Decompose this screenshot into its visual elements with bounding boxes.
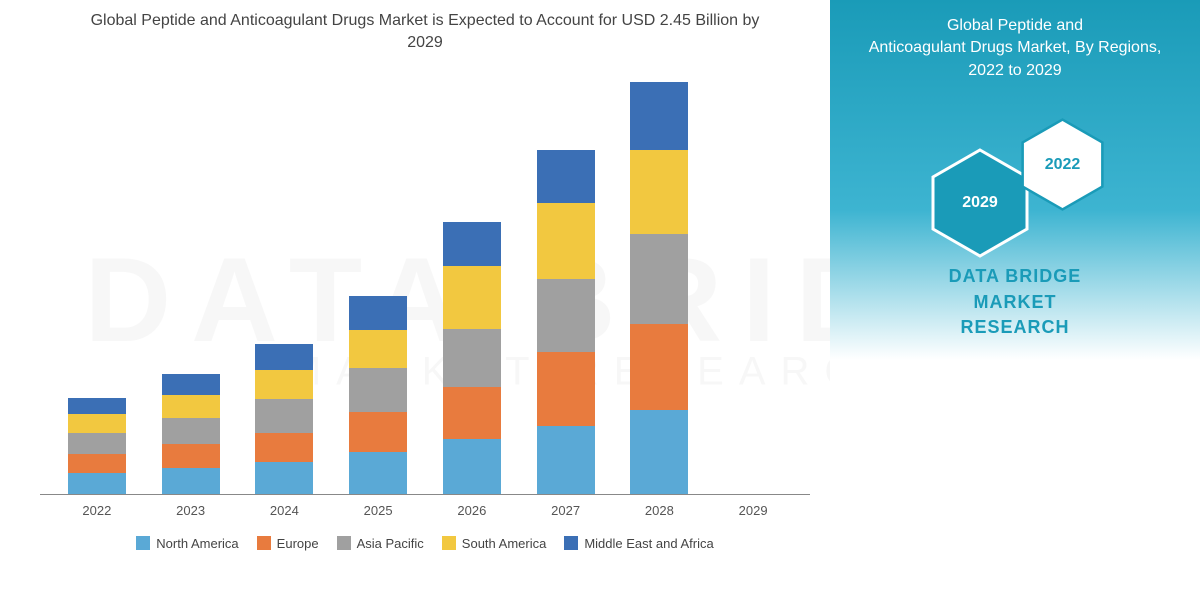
legend-label: South America	[462, 536, 547, 551]
bar-segment	[630, 234, 688, 323]
legend-swatch	[257, 536, 271, 550]
bar-segment	[162, 444, 220, 467]
legend-swatch	[564, 536, 578, 550]
stacked-bar	[162, 374, 220, 494]
x-axis-label: 2022	[57, 503, 137, 518]
bar-segment	[255, 344, 313, 370]
bar-group	[432, 222, 512, 494]
stacked-bar	[443, 222, 501, 494]
stacked-bar	[537, 150, 595, 493]
bar-segment	[349, 296, 407, 330]
bar-segment	[443, 387, 501, 440]
bar-segment	[68, 473, 126, 494]
hex-2022-label: 2022	[1045, 156, 1081, 174]
bar-segment	[537, 150, 595, 203]
brand-line1: DATA BRIDGE	[949, 266, 1082, 286]
bar-segment	[68, 454, 126, 473]
x-axis-labels: 2022 2023 2024 2025 2026 2027 2028 2029	[40, 495, 810, 518]
stacked-bar	[68, 398, 126, 494]
bar-segment	[162, 418, 220, 444]
bar-segment	[68, 433, 126, 454]
x-axis-label: 2024	[244, 503, 324, 518]
bar-segment	[162, 395, 220, 418]
bar-group	[338, 296, 418, 493]
bar-segment	[443, 439, 501, 494]
chart-title: Global Peptide and Anticoagulant Drugs M…	[40, 10, 810, 55]
legend-swatch	[442, 536, 456, 550]
bar-group	[151, 374, 231, 494]
legend-item: Asia Pacific	[337, 536, 424, 551]
bar-segment	[349, 452, 407, 494]
x-axis-label: 2026	[432, 503, 512, 518]
bar-group	[526, 150, 606, 493]
main-container: Global Peptide and Anticoagulant Drugs M…	[0, 0, 1200, 600]
x-axis-label: 2028	[619, 503, 699, 518]
bar-segment	[537, 203, 595, 279]
legend-item: Middle East and Africa	[564, 536, 713, 551]
legend-label: North America	[156, 536, 238, 551]
bar-segment	[630, 150, 688, 234]
bar-group	[619, 82, 699, 494]
brand-line2: MARKET	[974, 292, 1057, 312]
bar-segment	[443, 329, 501, 387]
legend-swatch	[136, 536, 150, 550]
bar-segment	[255, 399, 313, 433]
bar-segment	[630, 324, 688, 410]
bar-segment	[630, 410, 688, 494]
bar-segment	[349, 368, 407, 412]
hexagon-2022: 2022	[1020, 117, 1105, 212]
bar-segment	[162, 374, 220, 395]
bar-segment	[162, 468, 220, 494]
brand-line3: RESEARCH	[960, 317, 1069, 337]
legend-item: Europe	[257, 536, 319, 551]
chart-section: Global Peptide and Anticoagulant Drugs M…	[0, 0, 830, 600]
bar-segment	[255, 433, 313, 462]
x-axis-label: 2027	[526, 503, 606, 518]
stacked-bar	[255, 344, 313, 494]
x-axis-label: 2025	[338, 503, 418, 518]
side-panel-title: Global Peptide and Anticoagulant Drugs M…	[850, 15, 1180, 82]
bar-segment	[537, 426, 595, 494]
x-axis-label: 2029	[713, 503, 793, 518]
bar-segment	[537, 279, 595, 353]
hexagon-2029: 2029	[930, 147, 1030, 259]
legend-swatch	[337, 536, 351, 550]
legend-item: North America	[136, 536, 238, 551]
legend-label: Europe	[277, 536, 319, 551]
bar-segment	[255, 370, 313, 399]
bar-segment	[537, 352, 595, 426]
brand-text: DATA BRIDGE MARKET RESEARCH	[830, 264, 1200, 340]
bar-group	[244, 344, 324, 494]
legend-label: Asia Pacific	[357, 536, 424, 551]
chart-legend: North America Europe Asia Pacific South Ame…	[40, 536, 810, 551]
bar-segment	[349, 330, 407, 368]
bar-segment	[68, 398, 126, 414]
side-title-main: Anticoagulant Drugs Market, By Regions, …	[869, 39, 1162, 78]
hex-2029-label: 2029	[962, 194, 998, 212]
bar-segment	[443, 266, 501, 329]
bar-segment	[443, 222, 501, 266]
x-axis-label: 2023	[151, 503, 231, 518]
stacked-bar	[630, 82, 688, 494]
chart-area	[40, 75, 810, 495]
bar-segment	[68, 414, 126, 433]
legend-label: Middle East and Africa	[584, 536, 713, 551]
side-title-prefix: Global Peptide and	[947, 17, 1083, 34]
bar-group	[57, 398, 137, 494]
bar-segment	[630, 82, 688, 150]
bar-segment	[349, 412, 407, 452]
side-panel: Global Peptide and Anticoagulant Drugs M…	[830, 0, 1200, 600]
bar-segment	[255, 462, 313, 494]
stacked-bar	[349, 296, 407, 493]
legend-item: South America	[442, 536, 547, 551]
